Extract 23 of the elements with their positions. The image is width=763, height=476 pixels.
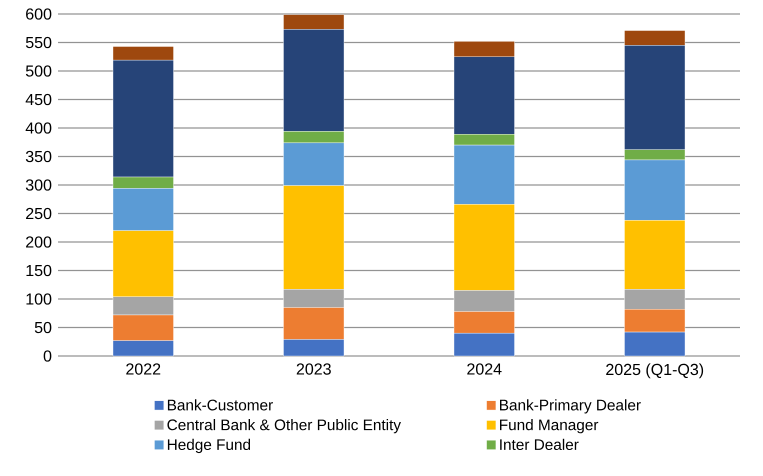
- y-tick-label: 200: [26, 236, 52, 248]
- y-tick-label: 100: [26, 293, 52, 305]
- legend-label: Fund Manager: [500, 419, 598, 434]
- y-tick-label: 50: [34, 322, 52, 334]
- legend-label: Bank-Primary Dealer: [500, 399, 641, 414]
- legend-label: Hedge Fund: [168, 438, 250, 454]
- y-tick-label: 600: [26, 8, 52, 20]
- y-tick-label: 550: [26, 36, 52, 48]
- y-tick-label: 500: [26, 65, 52, 77]
- x-tick-label: 2025 (Q1-Q3): [606, 363, 704, 378]
- y-tick-label: 150: [26, 264, 52, 276]
- legend-label: Central Bank & Other Public Entity: [167, 419, 401, 434]
- x-tick-label: 2022: [126, 363, 160, 375]
- x-tick-label: 2023: [296, 363, 331, 375]
- y-tick-label: 400: [26, 122, 52, 134]
- legend-label: Bank-Customer: [168, 399, 273, 410]
- y-tick-label: 250: [26, 208, 52, 220]
- y-tick-label: 0: [44, 350, 52, 362]
- legend-label: Inter Dealer: [500, 438, 579, 450]
- y-tick-label: 300: [26, 179, 52, 191]
- x-tick-label: 2024: [467, 363, 502, 375]
- y-tick-label: 450: [26, 94, 52, 106]
- y-tick-label: 350: [26, 150, 52, 162]
